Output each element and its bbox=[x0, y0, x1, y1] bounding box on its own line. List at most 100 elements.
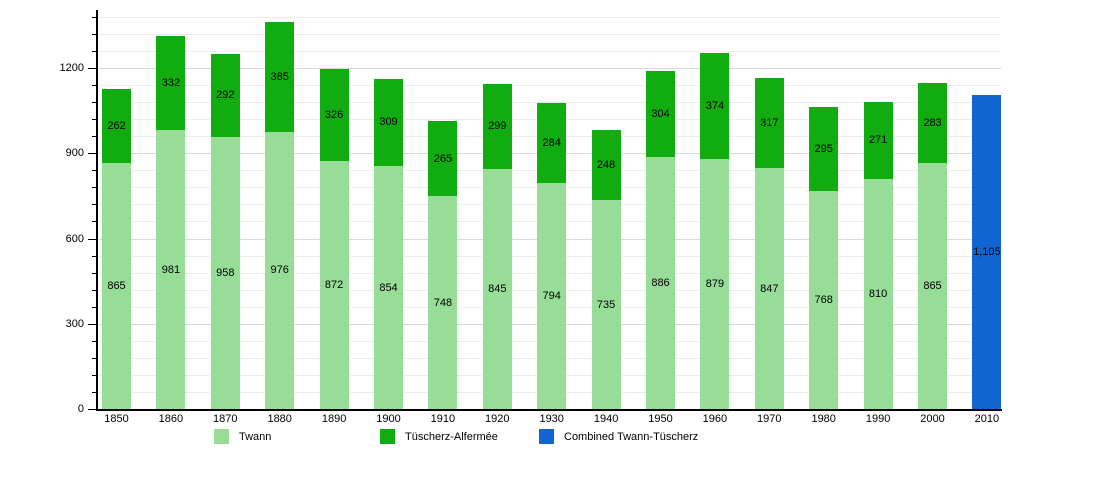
legend-swatch-twann bbox=[214, 429, 229, 444]
legend-item-tuscherz-alfermee: Tüscherz-Alfermée bbox=[380, 429, 498, 444]
y-axis-minor-tick-240 bbox=[92, 340, 97, 342]
bar-value-twann-1860: 981 bbox=[161, 263, 181, 276]
bar-value-t-scherz-alferm-e-1940: 248 bbox=[596, 158, 616, 171]
y-axis-major-tick-0 bbox=[88, 409, 97, 410]
bar-value-t-scherz-alferm-e-1880: 385 bbox=[270, 70, 289, 83]
x-axis-line bbox=[96, 409, 1002, 411]
y-axis-label-0: 0 bbox=[77, 403, 84, 415]
y-axis-minor-tick-780 bbox=[92, 187, 97, 189]
bar-value-t-scherz-alferm-e-1870: 292 bbox=[216, 89, 235, 102]
y-axis-label-600: 600 bbox=[65, 232, 84, 245]
y-axis-minor-tick-180 bbox=[92, 357, 97, 359]
x-axis-label-1990: 1990 bbox=[865, 413, 891, 425]
bar-segment-t-scherz-alferm-e-1940 bbox=[591, 129, 621, 201]
bar-value-t-scherz-alferm-e-1850: 262 bbox=[107, 119, 126, 132]
bar-value-twann-1850: 865 bbox=[107, 280, 126, 293]
bar-segment-twann-1990 bbox=[863, 178, 893, 409]
bar-value-twann-1980: 768 bbox=[814, 293, 833, 306]
bar-segment-t-scherz-alferm-e-1960 bbox=[700, 52, 730, 160]
bar-segment-twann-1920 bbox=[482, 168, 512, 409]
bar-segment-twann-1940 bbox=[591, 200, 621, 409]
legend-label-combined-twann-tuscherz: Combined Twann-Tüscherz bbox=[564, 430, 699, 443]
bar-segment-twann-1860 bbox=[156, 130, 186, 409]
bar-value-t-scherz-alferm-e-1990: 271 bbox=[868, 134, 888, 147]
legend-label-tuscherz-alfermee: Tüscherz-Alfermée bbox=[405, 430, 498, 443]
bar-value-twann-1940: 735 bbox=[596, 298, 616, 311]
bar-value-t-scherz-alferm-e-2000: 283 bbox=[923, 116, 942, 129]
legend-swatch-combined-twann-tuscherz bbox=[539, 429, 554, 444]
y-axis-minor-tick-1260 bbox=[92, 50, 97, 52]
legend-swatch-tuscherz-alfermee bbox=[380, 429, 395, 444]
bar-segment-t-scherz-alferm-e-1850 bbox=[102, 88, 131, 164]
bar-segment-t-scherz-alferm-e-1860 bbox=[156, 35, 186, 131]
y-axis-minor-tick-660 bbox=[92, 221, 97, 223]
y-axis-minor-tick-840 bbox=[92, 170, 97, 172]
bar-segment-twann-1890 bbox=[319, 161, 349, 409]
bar-segment-t-scherz-alferm-e-1970 bbox=[754, 78, 784, 169]
y-axis-minor-tick-120 bbox=[92, 374, 97, 376]
bar-segment-t-scherz-alferm-e-1950 bbox=[646, 70, 675, 158]
x-axis-label-1860: 1860 bbox=[158, 413, 184, 425]
y-axis-major-tick-1200 bbox=[88, 68, 97, 69]
x-axis-label-1850: 1850 bbox=[104, 413, 129, 425]
y-axis-major-tick-300 bbox=[88, 323, 97, 325]
bar-value-twann-2000: 865 bbox=[923, 280, 942, 293]
gridline-1260 bbox=[99, 50, 1001, 52]
bar-value-twann-1880: 976 bbox=[270, 264, 289, 277]
y-axis-minor-tick-480 bbox=[92, 272, 97, 274]
bar-value-t-scherz-alferm-e-1860: 332 bbox=[161, 77, 181, 90]
y-axis-label-1200: 1200 bbox=[59, 62, 84, 74]
bar-value-twann-1960: 879 bbox=[705, 278, 725, 291]
bar-value-twann-1950: 886 bbox=[651, 277, 670, 290]
bar-segment-twann-1880 bbox=[265, 131, 295, 409]
y-axis-minor-tick-960 bbox=[92, 136, 97, 138]
gridline-1140 bbox=[99, 85, 1001, 87]
bar-value-twann-1900: 854 bbox=[379, 281, 398, 294]
gridline-1080 bbox=[99, 102, 1001, 104]
bar-value-t-scherz-alferm-e-1950: 304 bbox=[651, 108, 670, 121]
x-axis-label-2000: 2000 bbox=[920, 413, 945, 425]
gridline-1320 bbox=[99, 33, 1001, 35]
y-axis-minor-tick-1020 bbox=[92, 119, 97, 121]
bar-segment-twann-1950 bbox=[646, 157, 675, 409]
x-axis-label-1920: 1920 bbox=[485, 413, 510, 425]
x-axis-label-1890: 1890 bbox=[321, 413, 347, 425]
y-axis-minor-tick-1320 bbox=[92, 33, 97, 35]
legend-item-twann: Twann bbox=[214, 429, 271, 444]
bar-value-t-scherz-alferm-e-1920: 299 bbox=[488, 120, 507, 133]
y-axis-label-900: 900 bbox=[65, 147, 84, 160]
bar-value-twann-1930: 794 bbox=[542, 290, 561, 303]
bar-segment-twann-1960 bbox=[700, 159, 730, 409]
x-axis-label-1930: 1930 bbox=[539, 413, 564, 425]
y-axis-minor-tick-60 bbox=[92, 391, 97, 393]
bar-value-twann-1890: 872 bbox=[324, 279, 344, 292]
y-axis-minor-tick-1140 bbox=[92, 85, 97, 87]
y-axis-label-300: 300 bbox=[65, 317, 84, 330]
y-axis-minor-tick-360 bbox=[92, 306, 97, 308]
bar-segment-t-scherz-alferm-e-1900 bbox=[374, 78, 403, 167]
x-axis-label-1880: 1880 bbox=[267, 413, 292, 425]
bar-value-combined-twann-t-scherz-2010: 1,105 bbox=[973, 245, 1001, 258]
bar-segment-twann-1870 bbox=[210, 136, 240, 409]
bar-segment-t-scherz-alferm-e-2000 bbox=[918, 82, 947, 164]
y-axis-minor-tick-420 bbox=[92, 289, 97, 291]
bar-value-t-scherz-alferm-e-1960: 374 bbox=[705, 100, 725, 113]
bar-value-twann-1920: 845 bbox=[488, 282, 507, 295]
x-axis-label-1980: 1980 bbox=[811, 413, 836, 425]
bar-segment-twann-1850 bbox=[102, 163, 131, 409]
bar-value-twann-1870: 958 bbox=[216, 266, 235, 279]
bar-value-t-scherz-alferm-e-1890: 326 bbox=[324, 108, 344, 121]
bar-segment-t-scherz-alferm-e-1910 bbox=[428, 121, 458, 197]
bar-value-twann-1910: 748 bbox=[433, 296, 453, 309]
bar-value-t-scherz-alferm-e-1970: 317 bbox=[760, 117, 779, 130]
bar-segment-t-scherz-alferm-e-1920 bbox=[482, 83, 512, 169]
x-axis-label-1940: 1940 bbox=[593, 413, 619, 425]
bar-segment-twann-1910 bbox=[428, 196, 458, 409]
y-axis-minor-tick-540 bbox=[92, 255, 97, 257]
legend-label-twann: Twann bbox=[239, 430, 272, 443]
bar-segment-twann-1930 bbox=[537, 183, 567, 409]
bar-segment-t-scherz-alferm-e-1890 bbox=[319, 68, 349, 162]
bar-segment-twann-1980 bbox=[809, 190, 839, 409]
x-axis-label-2010: 2010 bbox=[974, 413, 1000, 425]
